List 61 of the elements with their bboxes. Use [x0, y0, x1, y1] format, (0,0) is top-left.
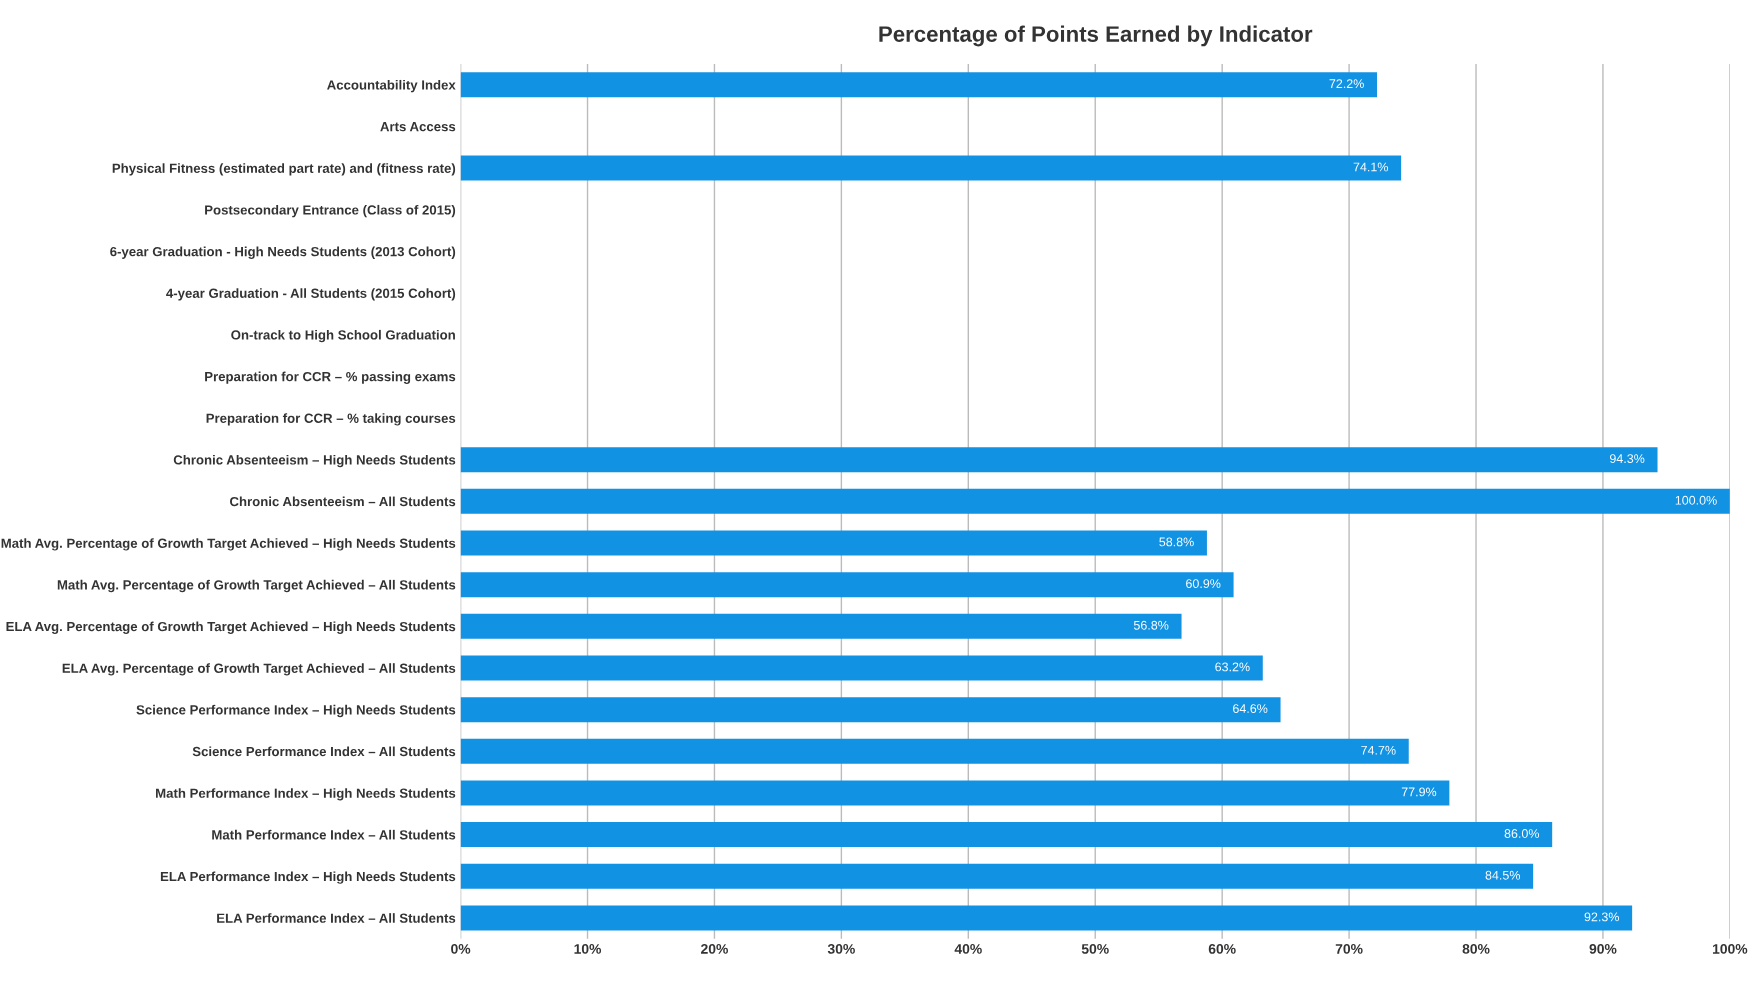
bar [460, 822, 1553, 848]
y-tick-label: 4-year Graduation - All Students (2015 Cohort) [166, 288, 456, 301]
data-label: 100.0% [1675, 495, 1717, 505]
y-tick-label: Math Performance Index – High Needs Students [156, 788, 456, 801]
bar [460, 488, 1730, 514]
x-tick-label: 90% [1589, 943, 1617, 954]
bar [460, 613, 1182, 639]
y-tick-label: Science Performance Index – High Needs Students [136, 704, 456, 718]
data-label: 92.3% [1584, 912, 1619, 922]
y-tick-label: Science Performance Index – All Students [192, 746, 456, 757]
x-tick-label: 100% [1712, 943, 1748, 954]
data-label: 72.2% [1329, 79, 1364, 89]
x-tick-label: 10% [574, 943, 602, 954]
x-tick-label: 50% [1081, 943, 1109, 954]
x-tick-label: 60% [1208, 943, 1236, 954]
x-tick-label: 80% [1462, 943, 1490, 954]
y-tick-label: Preparation for CCR – % passing exams [205, 371, 456, 384]
bar [460, 697, 1281, 723]
y-tick-label: Physical Fitness (estimated part rate) and (fitness rate) [112, 163, 456, 176]
bar [460, 72, 1378, 98]
y-tick-label: Accountability Index [327, 79, 456, 93]
data-label: 84.5% [1485, 870, 1520, 880]
y-tick-label: ELA Avg. Percentage of Growth Target Achieved – All Students [62, 663, 456, 676]
y-tick-label: Preparation for CCR – % taking courses [206, 413, 456, 426]
y-tick-label: 6-year Graduation - High Needs Students (2013 Cohort) [110, 246, 456, 259]
y-tick-label: On-track to High School Graduation [231, 329, 455, 343]
data-label: 63.2% [1215, 662, 1250, 672]
chart-title: Percentage of Points Earned by Indicator [879, 25, 1313, 47]
data-label: 60.9% [1186, 579, 1221, 589]
y-tick-label: Chronic Absenteeism – High Needs Students [173, 454, 456, 468]
y-tick-label: Arts Access [380, 122, 456, 132]
bar [460, 905, 1633, 931]
bar [460, 447, 1658, 473]
x-tick-label: 0% [451, 943, 471, 954]
y-tick-label: Postsecondary Entrance (Class of 2015) [205, 204, 456, 218]
data-label: 56.8% [1133, 620, 1169, 630]
y-tick-label: Math Avg. Percentage of Growth Target Achieved – High Needs Students [1, 538, 456, 551]
x-tick-label: 20% [701, 943, 728, 954]
y-tick-label: Math Performance Index – All Students [212, 829, 456, 840]
bar [460, 863, 1534, 889]
data-label: 74.7% [1361, 745, 1396, 755]
y-tick-label: ELA Performance Index – All Students [217, 913, 456, 923]
x-tick-label: 40% [954, 943, 982, 954]
bar [460, 530, 1207, 556]
x-tick-label: 30% [827, 943, 855, 954]
y-tick-label: ELA Performance Index – High Needs Students [160, 871, 456, 884]
y-tick-label: Chronic Absenteeism – All Students [230, 496, 456, 507]
data-label: 77.9% [1401, 787, 1437, 797]
bar [460, 738, 1409, 764]
y-tick-label: Math Avg. Percentage of Growth Target Achieved – All Students [57, 579, 456, 593]
x-tick-label: 70% [1335, 943, 1363, 954]
data-label: 74.1% [1353, 162, 1388, 172]
data-label: 86.0% [1504, 829, 1540, 838]
bar [460, 655, 1263, 681]
data-label: 58.8% [1159, 537, 1194, 547]
bar [460, 780, 1450, 806]
data-label: 64.6% [1233, 704, 1268, 713]
bar [460, 572, 1234, 598]
data-label: 94.3% [1609, 454, 1645, 464]
bar [460, 155, 1402, 181]
y-tick-label: ELA Avg. Percentage of Growth Target Achieved – High Needs Students [6, 621, 456, 634]
